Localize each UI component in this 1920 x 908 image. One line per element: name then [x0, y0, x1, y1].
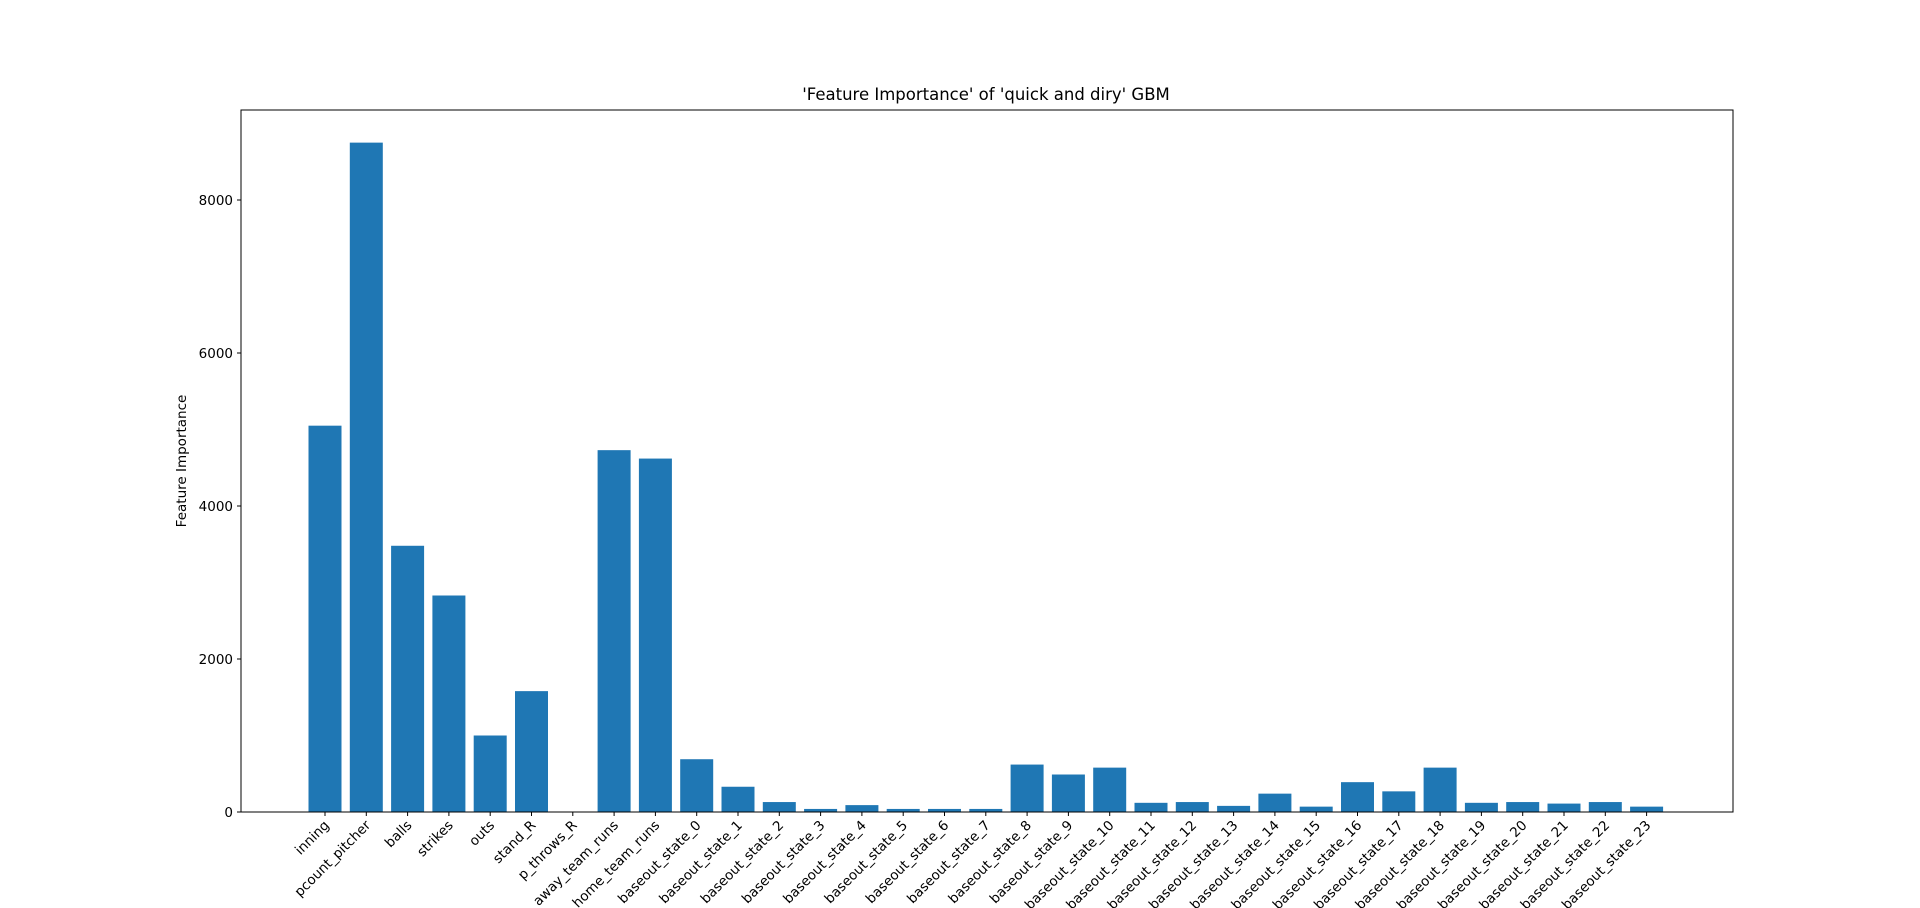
bar-baseout_state_4 [845, 805, 879, 812]
y-tick-label: 4000 [199, 499, 233, 515]
bar-baseout_state_9 [1051, 774, 1085, 812]
bar-baseout_state_13 [1217, 805, 1251, 812]
bar-stand_R [515, 691, 548, 812]
bar-baseout_state_22 [1588, 802, 1622, 812]
bar-baseout_state_20 [1506, 802, 1540, 812]
bar-baseout_state_3 [804, 808, 838, 812]
bar-balls [391, 545, 425, 812]
bar-baseout_state_8 [1010, 764, 1044, 812]
plot-frame [240, 109, 1734, 813]
bar-baseout_state_2 [762, 802, 796, 812]
bar-inning [308, 425, 342, 812]
bar-pcount_pitcher [349, 142, 383, 813]
y-tick-label: 8000 [199, 193, 233, 209]
bar-baseout_state_15 [1299, 806, 1333, 812]
bar-baseout_state_19 [1464, 802, 1498, 812]
bar-baseout_state_6 [928, 808, 961, 812]
y-tick-label: 6000 [199, 346, 233, 362]
bar-baseout_state_0 [680, 759, 714, 812]
bar-baseout_state_14 [1258, 793, 1292, 812]
chart-title: 'Feature Importance' of 'quick and diry'… [802, 85, 1170, 104]
bar-baseout_state_10 [1093, 767, 1127, 812]
y-tick-label: 2000 [199, 652, 233, 668]
bar-baseout_state_16 [1341, 782, 1374, 812]
bars-group [308, 142, 1664, 813]
bar-baseout_state_12 [1175, 802, 1209, 812]
bar-baseout_state_7 [969, 808, 1003, 812]
bar-baseout_state_18 [1423, 767, 1457, 812]
bar-baseout_state_21 [1547, 803, 1581, 812]
y-tick-label: 0 [224, 805, 233, 821]
bar-baseout_state_1 [721, 786, 755, 812]
bar-baseout_state_5 [886, 808, 920, 812]
bar-baseout_state_17 [1382, 791, 1416, 812]
bar-outs [473, 735, 507, 812]
bar-baseout_state_23 [1630, 806, 1664, 812]
bar-away_team_runs [597, 450, 631, 812]
y-axis: 0 2000 4000 6000 8000 [199, 193, 241, 821]
bar-home_team_runs [638, 458, 672, 812]
bar-strikes [432, 595, 466, 812]
y-axis-label: Feature Importance [174, 395, 190, 528]
bar-baseout_state_11 [1134, 802, 1168, 812]
